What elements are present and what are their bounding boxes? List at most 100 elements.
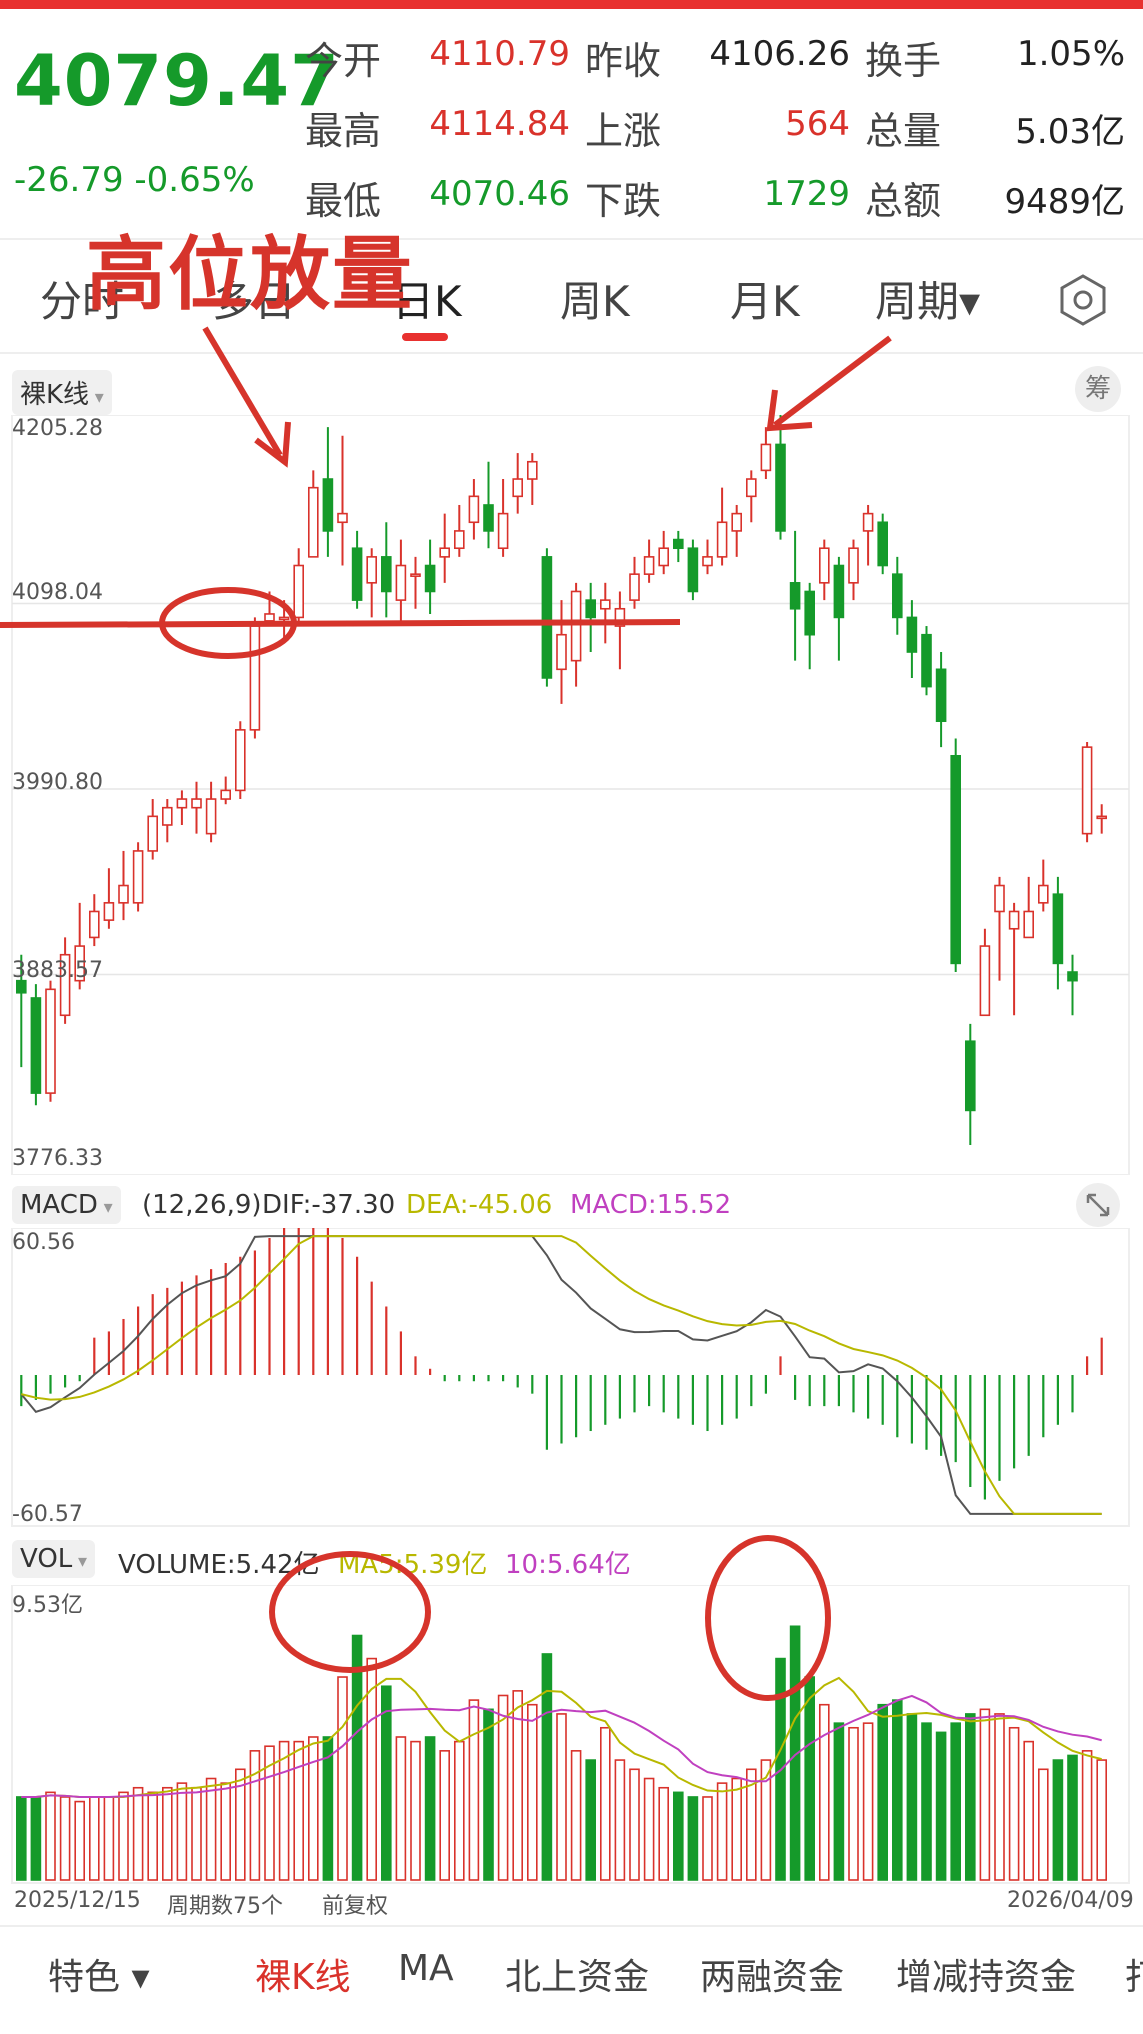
candle-body	[979, 945, 991, 1017]
annotation-circle-volume-2	[705, 1535, 831, 1701]
candle-body	[483, 504, 494, 532]
volume-bar	[599, 1726, 611, 1881]
bottom-tab-features[interactable]: 特色 ▾	[48, 1957, 150, 1998]
bottom-tab-more[interactable]: 打	[1125, 1948, 1143, 2000]
volume-bar	[468, 1699, 480, 1881]
high-label: 最高	[305, 109, 382, 153]
bottom-tab-northbound[interactable]: 北上资金	[505, 1957, 650, 1998]
volume-bar	[1023, 1740, 1034, 1881]
volume-bar	[235, 1768, 246, 1881]
vol-indicator-dropdown[interactable]: VOL ▾	[12, 1540, 96, 1578]
candle-body	[687, 547, 699, 593]
candle-body	[745, 478, 757, 498]
candle-body	[921, 633, 932, 688]
volume-bar	[614, 1759, 626, 1881]
candle-body	[862, 512, 874, 532]
candle-body	[439, 547, 451, 558]
volume-bar	[658, 1786, 670, 1881]
candle-body	[541, 556, 553, 679]
volume-bar	[512, 1690, 524, 1881]
tab-intraday[interactable]: 分时	[40, 277, 125, 326]
candle-body	[205, 798, 217, 835]
bottom-tab-naked-k[interactable]: 裸K线	[255, 1957, 351, 1998]
candle-body	[147, 815, 158, 852]
volume-bar	[74, 1800, 85, 1881]
chevron-down-icon: ▾	[72, 1551, 88, 1572]
macd-label: MACD	[20, 1190, 98, 1220]
adjust-mode: 前复权	[322, 1894, 389, 1919]
volume-bar	[1052, 1759, 1064, 1881]
turnover-value: 1.05%	[1016, 34, 1125, 74]
tab-period-dropdown[interactable]: 周期▾	[875, 277, 981, 326]
amount-value: 9489亿	[1004, 182, 1125, 222]
macd-dif: DIF:-37.30	[262, 1190, 396, 1220]
header-divider	[0, 238, 1143, 240]
active-tab-indicator	[402, 333, 448, 341]
kline-mode-label: 裸K线	[20, 380, 90, 410]
bottom-tab-holdings-change[interactable]: 增减持资金	[896, 1957, 1077, 1998]
volume-bar	[351, 1634, 363, 1881]
chip-distribution-button[interactable]: 筹	[1075, 366, 1121, 412]
open-value: 4110.79	[429, 34, 570, 74]
candle-body	[132, 850, 144, 904]
volume-bar	[307, 1736, 319, 1881]
candle-body	[1052, 893, 1064, 965]
kline-tick-2: 3990.80	[12, 770, 103, 795]
candle-body	[322, 478, 334, 532]
volume-bar	[848, 1726, 859, 1881]
candle-body	[935, 668, 947, 723]
macd-dif-line	[20, 1235, 1102, 1515]
candle-body	[191, 798, 202, 809]
tab-multiday[interactable]: 多日	[212, 277, 297, 326]
kline-tick-3: 3883.57	[12, 958, 103, 983]
candle-body	[293, 564, 305, 619]
candle-body	[643, 556, 655, 575]
macd-indicator-dropdown[interactable]: MACD ▾	[12, 1186, 121, 1224]
prev-close-label: 昨收	[585, 39, 662, 83]
bottom-tab-margin[interactable]: 两融资金	[700, 1957, 845, 1998]
candle-body	[15, 979, 27, 994]
tab-weekly-k[interactable]: 周K	[560, 277, 630, 326]
candle-body	[512, 478, 524, 498]
expand-icon[interactable]	[1075, 1182, 1121, 1228]
candle-body	[833, 564, 845, 619]
volume-bar	[921, 1722, 932, 1881]
volume-bar	[59, 1796, 71, 1881]
volume-bar	[337, 1676, 348, 1881]
volume-bar	[745, 1768, 757, 1881]
top-accent-bar	[0, 0, 1143, 9]
candle-body	[731, 512, 743, 532]
candle-body	[497, 512, 509, 550]
bottom-tab-ma[interactable]: MA	[398, 1948, 454, 1989]
candle-body	[994, 884, 1005, 913]
volume-bar	[760, 1759, 772, 1881]
volume-bar	[366, 1657, 378, 1881]
kline-tick-1: 4098.04	[12, 580, 103, 605]
candle-body	[570, 590, 582, 662]
vol-top-tick: 9.53亿	[12, 1593, 83, 1618]
tab-daily-k[interactable]: 日K	[392, 277, 462, 326]
volume-bar	[994, 1713, 1005, 1881]
price-change: -26.79 -0.65%	[14, 160, 255, 200]
volume-bar	[716, 1782, 728, 1881]
kline-mode-dropdown[interactable]: 裸K线 ▾	[12, 370, 112, 415]
volume-bar	[293, 1740, 305, 1881]
candle-body	[964, 1040, 976, 1112]
volume-bar	[176, 1782, 188, 1881]
candle-body	[891, 573, 903, 619]
bottom-indicator-bar	[0, 1925, 1143, 2034]
volume-bar	[950, 1722, 962, 1881]
tab-monthly-k[interactable]: 月K	[730, 277, 800, 326]
settings-hex-icon[interactable]	[1055, 272, 1111, 328]
advancers-label: 上涨	[585, 109, 662, 153]
chevron-down-icon: ▾	[89, 387, 104, 408]
candle-body	[556, 633, 567, 671]
vol-ma5-line	[21, 1676, 1102, 1798]
candle-body	[235, 729, 246, 792]
kline-frame	[11, 415, 1130, 1175]
candle-body	[877, 521, 889, 567]
volume-bar	[877, 1703, 889, 1881]
kline-tick-4: 3776.33	[12, 1146, 103, 1171]
amount-label: 总额	[865, 179, 942, 223]
kline-chart[interactable]	[0, 415, 1143, 1175]
